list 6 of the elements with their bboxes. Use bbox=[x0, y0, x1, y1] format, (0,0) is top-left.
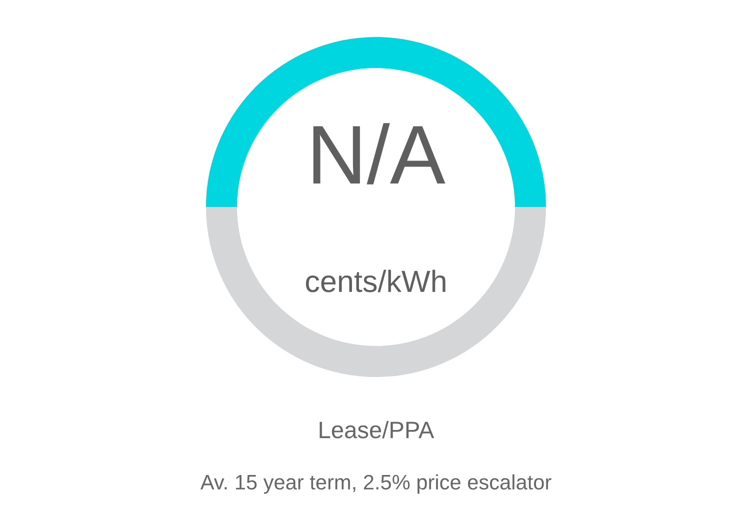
text: cents/kWh bbox=[306, 270, 446, 292]
text: Lease/PPA bbox=[320, 420, 434, 438]
donut-slice bbox=[206, 207, 546, 377]
text: N/A bbox=[313, 123, 446, 184]
text: Av. 15 year term, 2.5% price escalator bbox=[200, 474, 552, 494]
donut-slice bbox=[206, 37, 546, 207]
